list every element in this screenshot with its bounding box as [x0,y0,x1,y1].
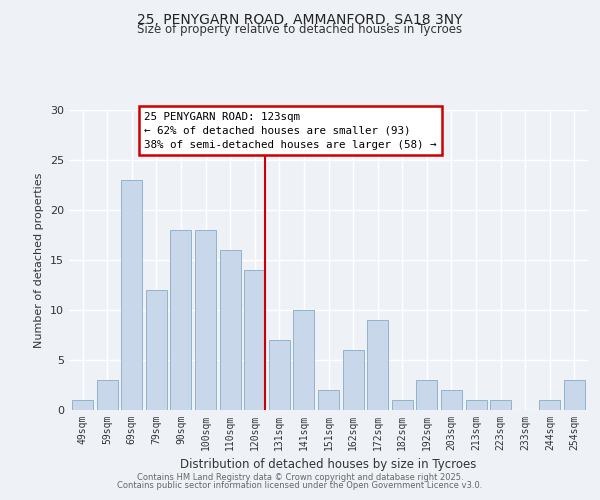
Text: Contains public sector information licensed under the Open Government Licence v3: Contains public sector information licen… [118,482,482,490]
Bar [564,380,585,410]
Bar [72,400,93,410]
Text: 25 PENYGARN ROAD: 123sqm
← 62% of detached houses are smaller (93)
38% of semi-d: 25 PENYGARN ROAD: 123sqm ← 62% of detach… [144,112,437,150]
Text: 25, PENYGARN ROAD, AMMANFORD, SA18 3NY: 25, PENYGARN ROAD, AMMANFORD, SA18 3NY [137,12,463,26]
Bar [441,390,462,410]
Y-axis label: Number of detached properties: Number of detached properties [34,172,44,348]
Bar [343,350,364,410]
Bar [220,250,241,410]
Bar [490,400,511,410]
Bar [146,290,167,410]
Text: Size of property relative to detached houses in Tycroes: Size of property relative to detached ho… [137,22,463,36]
Bar [318,390,339,410]
X-axis label: Distribution of detached houses by size in Tycroes: Distribution of detached houses by size … [181,458,476,471]
Bar [121,180,142,410]
Bar [269,340,290,410]
Bar [195,230,216,410]
Bar [539,400,560,410]
Bar [466,400,487,410]
Bar [392,400,413,410]
Bar [416,380,437,410]
Bar [170,230,191,410]
Bar [293,310,314,410]
Bar [367,320,388,410]
Bar [97,380,118,410]
Text: Contains HM Land Registry data © Crown copyright and database right 2025.: Contains HM Land Registry data © Crown c… [137,473,463,482]
Bar [244,270,265,410]
